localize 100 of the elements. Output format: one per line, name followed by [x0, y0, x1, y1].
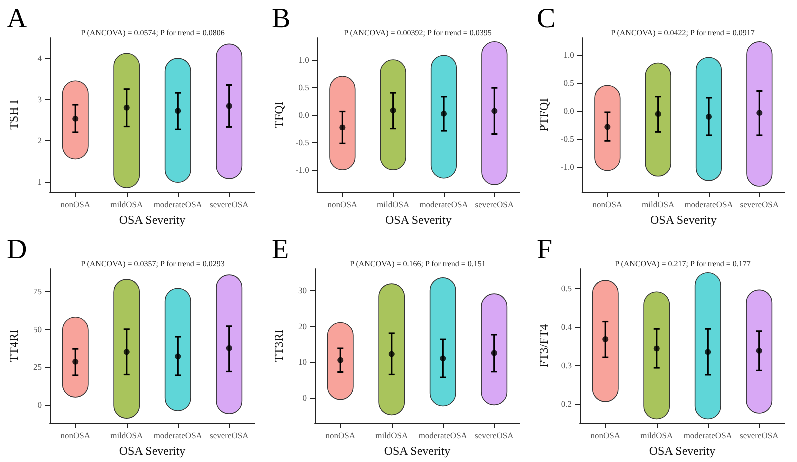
x-tick-label: nonOSA [592, 200, 624, 210]
y-tick-label: 1 [38, 176, 42, 187]
point [226, 345, 232, 352]
bar [114, 53, 140, 188]
bar [114, 279, 140, 419]
bar [645, 62, 672, 177]
text: P (ANCOVA) = 0.166; P for trend = 0.151 [350, 260, 486, 268]
y-tick-label: 20 [298, 321, 307, 332]
x-tick-label: nonOSA [326, 430, 356, 441]
point [706, 114, 712, 120]
text: P (ANCOVA) = 0.0574; P for trend = 0.0806 [81, 28, 225, 38]
point [175, 354, 182, 360]
point [390, 108, 396, 114]
text: P (ANCOVA) = 0.00392; P for trend = 0.0395 [344, 28, 492, 38]
point [338, 357, 344, 364]
x-tick-label: moderateOSA [684, 430, 734, 441]
x-axis-title: OSA Severity [650, 213, 717, 227]
y-tick-label: 0.5 [298, 82, 310, 93]
point [441, 110, 448, 117]
point [756, 110, 763, 116]
x-tick-label: mildOSA [376, 430, 410, 441]
bar [592, 280, 619, 402]
x-tick-label: nonOSA [328, 200, 358, 210]
point [72, 358, 79, 365]
x-tick-label: mildOSA [640, 430, 674, 441]
y-tick-label: 75 [34, 286, 42, 297]
bar [380, 60, 406, 170]
bar [644, 292, 670, 420]
y-tick-label: -1.0 [296, 165, 310, 176]
x-axis-title: OSA Severity [386, 213, 452, 227]
x-tick-label: severeOSA [740, 200, 780, 210]
y-tick-label: 0.0 [564, 106, 574, 116]
x-tick-label: moderateOSA [154, 200, 204, 210]
y-tick-label: 1.0 [298, 55, 310, 66]
point [492, 108, 498, 114]
point [655, 111, 662, 118]
bar [694, 272, 722, 420]
point [340, 124, 346, 131]
y-tick-label: 0.5 [564, 78, 574, 88]
bar [594, 85, 621, 172]
y-tick-label: 0.3 [561, 360, 572, 370]
x-axis-title: OSA Severity [119, 213, 186, 227]
bar [696, 57, 722, 182]
y-axis-title: FT3/FT4 [537, 324, 551, 368]
point [705, 349, 712, 356]
point [124, 104, 130, 111]
y-tick-label: 0 [302, 393, 307, 404]
y-tick-label: -0.5 [296, 138, 310, 148]
point [654, 346, 660, 352]
x-tick-label: nonOSA [60, 430, 92, 441]
bar [216, 44, 243, 180]
chart-title: B [272, 4, 291, 34]
bar [378, 284, 406, 416]
x-tick-label: mildOSA [110, 430, 144, 441]
x-axis-title: OSA Severity [384, 444, 451, 458]
x-axis-title: OSA Severity [119, 444, 186, 458]
bar [164, 288, 192, 412]
y-tick-label: 25 [34, 362, 42, 372]
chart-title: E [272, 234, 290, 266]
y-tick-label: 50 [34, 324, 42, 334]
y-axis-title: TT4RI [7, 330, 21, 362]
y-tick-label: 0.0 [298, 110, 310, 120]
x-tick-label: severeOSA [210, 430, 250, 441]
x-tick-label: severeOSA [475, 200, 515, 210]
text: P (ANCOVA) = 0.0422; P for trend = 0.0917 [611, 28, 755, 38]
point [756, 348, 762, 354]
y-tick-label: 30 [298, 286, 307, 296]
chart-title: D [7, 234, 28, 266]
point [226, 103, 232, 110]
x-tick-label: severeOSA [740, 430, 780, 441]
x-tick-label: moderateOSA [154, 430, 204, 441]
bar [482, 41, 508, 186]
text: P (ANCOVA) = 0.217; P for trend = 0.177 [615, 260, 751, 268]
y-tick-label: 0 [38, 400, 42, 410]
x-tick-label: mildOSA [642, 200, 676, 210]
y-axis-title: TT3RI [272, 330, 286, 362]
y-axis-title: TFQI [272, 102, 286, 128]
y-tick-label: -1.0 [560, 162, 574, 172]
point [388, 351, 395, 358]
y-axis-title: TSH I [7, 100, 21, 130]
point [124, 349, 130, 356]
y-tick-label: 3 [38, 94, 42, 105]
x-tick-label: moderateOSA [418, 430, 468, 441]
text: P (ANCOVA) = 0.0357; P for trend = 0.0293 [81, 260, 225, 268]
x-tick-label: moderateOSA [420, 200, 470, 210]
bar [330, 76, 356, 170]
point [604, 124, 611, 130]
x-tick-label: mildOSA [110, 200, 144, 210]
chart-title: A [7, 4, 28, 34]
y-tick-label: 0.5 [561, 283, 572, 294]
x-tick-label: nonOSA [60, 200, 92, 210]
x-tick-label: mildOSA [377, 200, 410, 210]
point [440, 356, 446, 362]
chart-title: C [537, 4, 556, 34]
bar [216, 274, 243, 414]
x-tick-label: moderateOSA [684, 200, 734, 210]
bar [746, 42, 773, 187]
x-tick-label: nonOSA [590, 430, 622, 441]
y-tick-label: 2 [38, 136, 42, 146]
y-tick-label: -0.5 [560, 134, 574, 144]
